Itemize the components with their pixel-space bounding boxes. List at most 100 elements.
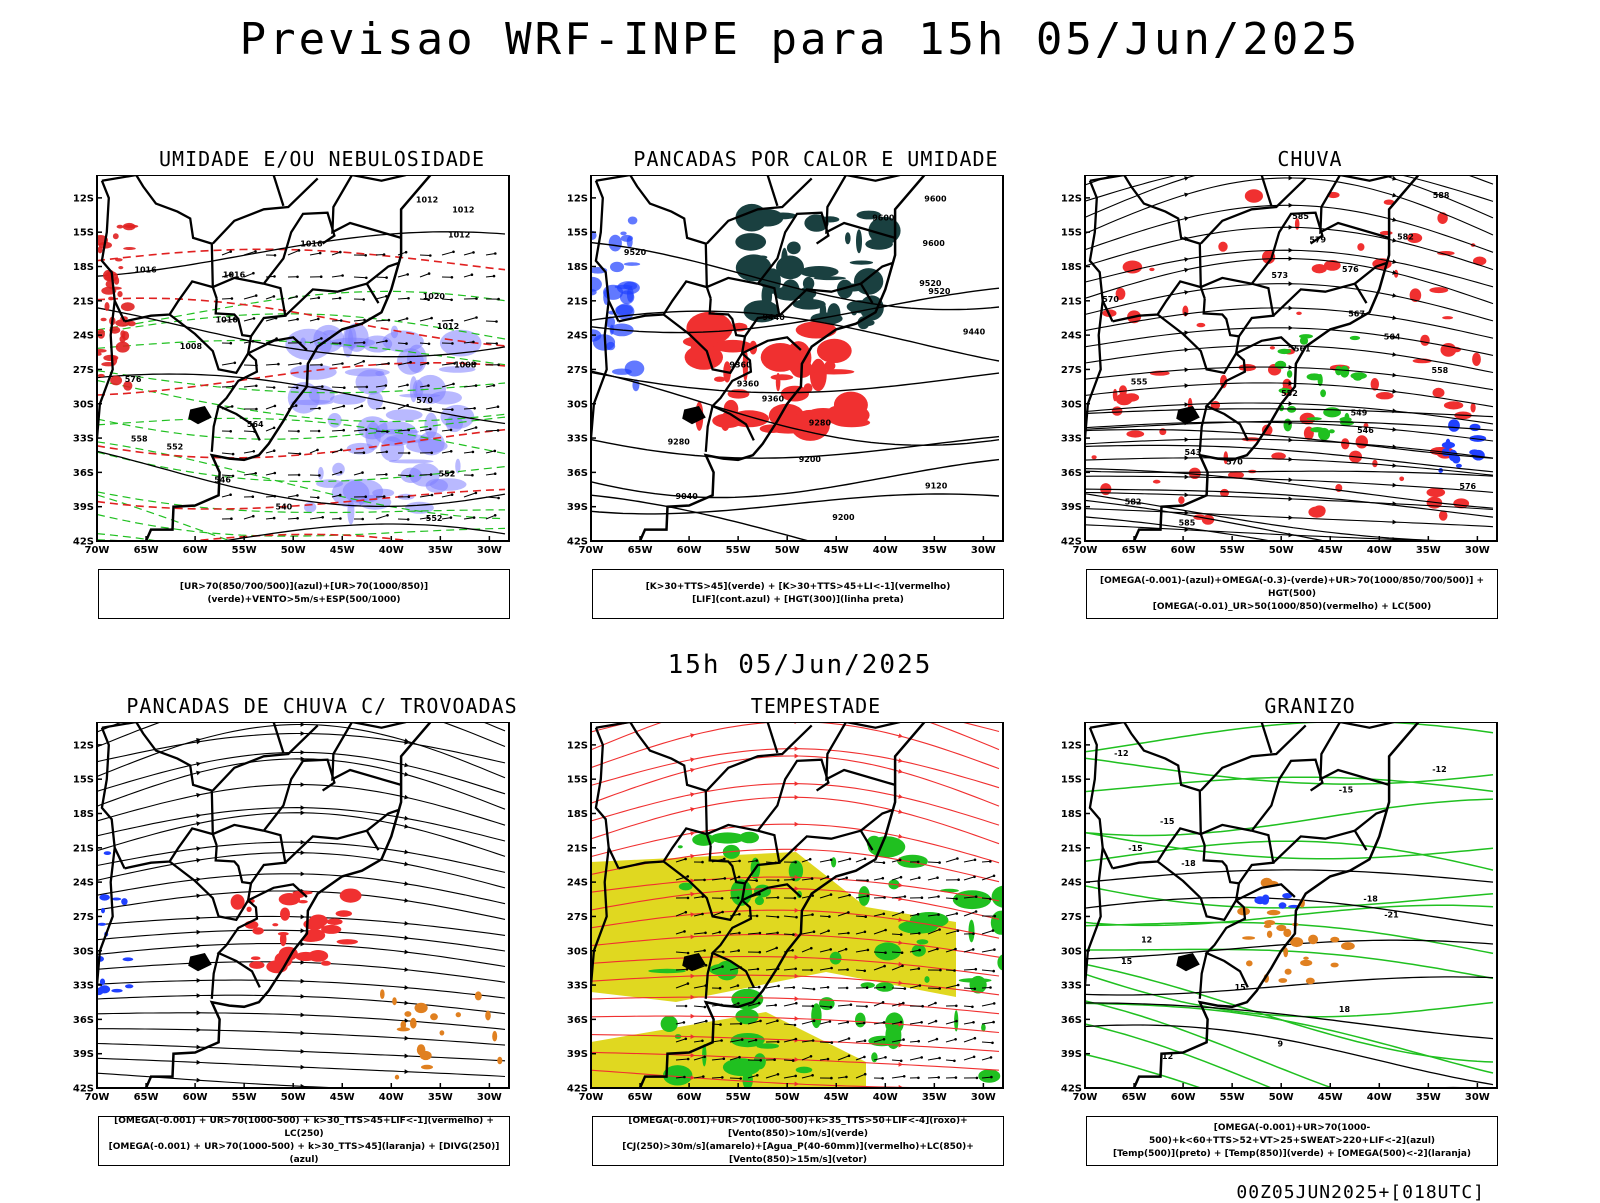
lon-tick-label: 55W xyxy=(1220,1092,1245,1103)
lat-tick-label: 39S xyxy=(1061,1049,1082,1060)
contour-label: 1020 xyxy=(423,292,446,301)
lon-tick-label: 55W xyxy=(726,1092,751,1103)
streamline-arrow xyxy=(1289,281,1293,286)
contour-label: 1016 xyxy=(216,316,239,325)
wind-vector xyxy=(928,988,940,989)
shaded-area xyxy=(321,925,341,934)
contour-label: 567 xyxy=(1348,310,1365,319)
contour-label: -12 xyxy=(1432,765,1446,774)
shaded-area xyxy=(620,232,626,236)
streamline-arrow xyxy=(898,758,903,763)
wind-vector-head xyxy=(741,1038,744,1041)
wind-vector xyxy=(712,1077,722,1078)
streamline-arrow xyxy=(197,930,202,935)
shaded-area xyxy=(1472,353,1481,366)
wind-vector xyxy=(398,319,407,322)
wind-vector xyxy=(982,950,994,952)
contour-label: 552 xyxy=(439,470,456,479)
shaded-area xyxy=(1218,242,1227,252)
map-umidade: 1012101210121016101610161020101610121008… xyxy=(72,175,572,575)
wind-vector-head xyxy=(342,429,345,432)
wind-vector-head xyxy=(883,896,886,899)
wind-vector xyxy=(332,406,344,409)
wind-vector-head xyxy=(232,453,235,456)
wind-vector-head xyxy=(385,473,388,476)
wind-vector-head xyxy=(253,317,256,320)
wind-vector-head xyxy=(321,516,324,519)
shaded-area xyxy=(415,1003,428,1013)
wind-vector-head xyxy=(364,254,367,257)
shaded-area xyxy=(249,961,264,969)
lat-tick-label: 39S xyxy=(1061,502,1082,513)
wind-vector-head xyxy=(955,1076,958,1079)
wind-vector-head xyxy=(252,340,255,343)
shaded-area xyxy=(621,235,633,242)
contour-label: 12 xyxy=(1141,935,1152,944)
wind-vector-head xyxy=(385,384,388,387)
wind-vector xyxy=(376,515,388,519)
wind-vector-head xyxy=(427,362,430,365)
border-line xyxy=(1090,722,1205,846)
wind-vector-head xyxy=(385,340,388,343)
wind-vector-head xyxy=(687,982,690,985)
shaded-area xyxy=(796,1067,813,1074)
contour-label: 582 xyxy=(1397,232,1414,241)
shaded-area xyxy=(1092,455,1097,459)
shaded-area xyxy=(1254,896,1265,904)
wind-vector-head xyxy=(955,1005,958,1008)
wind-vector-head xyxy=(273,295,276,298)
lat-tick-label: 27S xyxy=(73,365,94,376)
wind-vector-head xyxy=(297,430,300,433)
wind-vector-head xyxy=(756,859,759,862)
wind-vector-head xyxy=(234,362,237,365)
streamline-arrow xyxy=(1393,483,1398,488)
contour-label: 1016 xyxy=(134,266,157,275)
wind-vector xyxy=(420,318,432,321)
lake-shape xyxy=(188,953,212,971)
wind-vector-head xyxy=(758,1002,761,1005)
wind-vector-head xyxy=(901,965,904,968)
wind-vector-head xyxy=(494,472,497,475)
lat-tick-label: 24S xyxy=(1061,878,1082,889)
streamline-arrow xyxy=(196,821,201,826)
wind-vector-head xyxy=(340,319,343,322)
shaded-area xyxy=(1444,401,1463,409)
shaded-area xyxy=(397,1027,410,1031)
wind-vector-head xyxy=(408,495,411,498)
wind-vector-head xyxy=(794,1024,797,1027)
wind-vector-head xyxy=(701,861,704,864)
shaded-area xyxy=(1320,389,1326,397)
shaded-area xyxy=(1340,366,1349,378)
wind-vector-head xyxy=(471,273,474,276)
streamline-arrow xyxy=(301,914,305,919)
wind-vector xyxy=(946,914,957,917)
border-line xyxy=(216,299,251,354)
shaded-area xyxy=(616,304,635,320)
wind-vector-head xyxy=(230,342,233,345)
wind-vector xyxy=(892,952,902,953)
streamline-arrow xyxy=(1289,496,1294,501)
lon-tick-label: 50W xyxy=(281,1092,306,1103)
wind-vector-head xyxy=(687,875,690,878)
streamline-arrow xyxy=(795,754,799,759)
wind-vector-head xyxy=(339,251,342,254)
shaded-area xyxy=(609,235,622,252)
wind-vector-head xyxy=(298,474,301,477)
wind-vector-head xyxy=(902,1002,905,1005)
wind-vector-head xyxy=(493,275,496,278)
shaded-area xyxy=(776,373,781,391)
wind-vector-head xyxy=(430,473,433,476)
lon-tick-label: 45W xyxy=(330,545,355,556)
wind-vector xyxy=(442,430,451,431)
streamline xyxy=(97,813,505,857)
lat-tick-label: 15S xyxy=(73,775,94,786)
wind-vector-head xyxy=(847,911,850,914)
map-chuva: 5885855825795765735705675645615585555525… xyxy=(1060,175,1560,575)
wind-vector-head xyxy=(863,1056,866,1059)
wind-vector xyxy=(856,1041,865,1042)
lon-tick-label: 70W xyxy=(85,1092,110,1103)
wind-vector-head xyxy=(845,948,848,951)
shaded-area xyxy=(814,276,846,280)
contour-label: -15 xyxy=(1339,786,1354,795)
wind-vector-head xyxy=(849,858,852,861)
